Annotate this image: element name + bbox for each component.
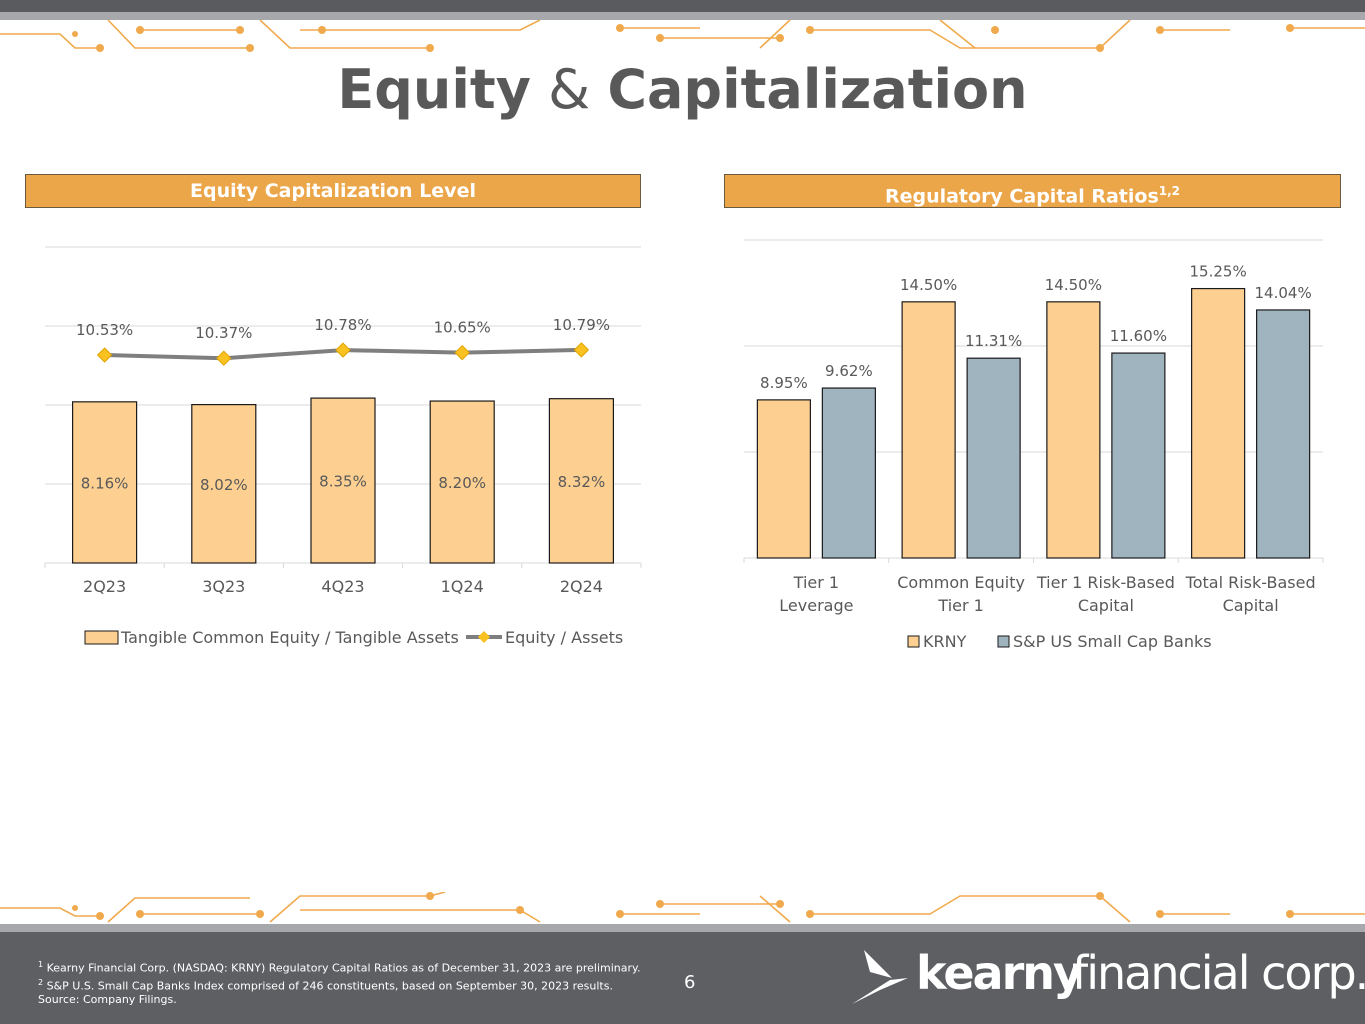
bar-label: 11.60% bbox=[1110, 327, 1167, 345]
line-label: 10.79% bbox=[553, 316, 610, 334]
bar-tce bbox=[548, 398, 615, 564]
bar-label: 8.35% bbox=[319, 473, 367, 491]
title-ampersand: & bbox=[530, 58, 608, 121]
footnote-2-sup: 2 bbox=[38, 977, 44, 987]
x-tick-label: Tier 1 bbox=[937, 596, 983, 615]
bar-sp-small-cap bbox=[1111, 352, 1166, 559]
circuit-decoration-bottom bbox=[0, 892, 1365, 923]
x-tick-label: 2Q24 bbox=[560, 577, 603, 596]
legend-label-tce: Tangible Common Equity / Tangible Assets bbox=[120, 628, 459, 647]
legend-swatch-marker bbox=[478, 631, 490, 643]
logo-word-kearny: kearny bbox=[916, 946, 1083, 1000]
page-number: 6 bbox=[684, 972, 696, 993]
bar-tce bbox=[71, 401, 138, 564]
line-label: 10.37% bbox=[195, 324, 252, 342]
left-panel-header: Equity Capitalization Level bbox=[25, 174, 641, 208]
x-tick-label: Tier 1 bbox=[793, 573, 839, 592]
bar-tce bbox=[191, 404, 257, 564]
bar-label: 14.50% bbox=[1045, 276, 1102, 294]
x-tick-label: Tier 1 Risk-Based bbox=[1036, 573, 1175, 592]
bar-label: 8.16% bbox=[81, 474, 129, 492]
footnote-source: Source: Company Filings. bbox=[38, 993, 640, 1007]
bar-label: 8.02% bbox=[200, 476, 248, 494]
legend-swatch-tce bbox=[84, 630, 119, 645]
bar-label: 14.04% bbox=[1255, 284, 1312, 302]
top-bar bbox=[0, 0, 1365, 12]
legend-swatch-krny bbox=[907, 635, 920, 648]
left-panel-header-text: Equity Capitalization Level bbox=[190, 180, 476, 202]
footer-divider bbox=[0, 924, 1365, 932]
line-marker bbox=[573, 342, 590, 358]
bar-label: 15.25% bbox=[1190, 263, 1247, 281]
footnote-1-sup: 1 bbox=[38, 960, 44, 969]
footnote-1: 1 Kearny Financial Corp. (NASDAQ: KRNY) … bbox=[38, 958, 640, 976]
bar-krny bbox=[1046, 301, 1101, 559]
bar-sp-small-cap bbox=[966, 357, 1021, 559]
bar-label: 8.20% bbox=[438, 474, 486, 492]
legend-label-krny: KRNY bbox=[923, 632, 967, 651]
x-tick-label: 2Q23 bbox=[83, 577, 126, 596]
footnote-2: 2 S&P U.S. Small Cap Banks Index compris… bbox=[38, 976, 640, 994]
footnote-2-text: S&P U.S. Small Cap Banks Index comprised… bbox=[43, 979, 613, 993]
footnote-1-text: Kearny Financial Corp. (NASDAQ: KRNY) Re… bbox=[43, 961, 641, 975]
footer bbox=[0, 932, 1365, 1024]
bar-label: 14.50% bbox=[900, 276, 957, 294]
logo-arrow-icon bbox=[852, 950, 908, 1004]
bar-label: 11.31% bbox=[965, 332, 1022, 350]
line-marker bbox=[96, 347, 113, 363]
bar-tce bbox=[429, 400, 495, 564]
x-tick-label: Leverage bbox=[779, 596, 853, 615]
x-tick-label: Capital bbox=[1078, 596, 1134, 615]
circuit-decoration-top bbox=[0, 20, 1365, 52]
title-part1: Equity bbox=[337, 58, 531, 121]
bar-sp-small-cap bbox=[1256, 309, 1311, 559]
footnotes: 1 Kearny Financial Corp. (NASDAQ: KRNY) … bbox=[38, 958, 640, 1007]
bar-krny bbox=[901, 301, 956, 559]
bar-krny bbox=[1191, 287, 1246, 559]
line-marker bbox=[216, 350, 232, 366]
title-part2: Capitalization bbox=[607, 58, 1028, 121]
line-label: 10.65% bbox=[434, 319, 491, 337]
x-tick-label: 4Q23 bbox=[321, 577, 364, 596]
legend-label-sp: S&P US Small Cap Banks bbox=[1013, 632, 1212, 651]
right-panel-header-sup: 1,2 bbox=[1158, 184, 1181, 198]
line-marker bbox=[454, 344, 470, 361]
page-title: Equity & Capitalization bbox=[0, 58, 1365, 121]
line-marker bbox=[335, 342, 351, 358]
line-label: 10.53% bbox=[76, 321, 133, 339]
footnote-source-text: Source: Company Filings. bbox=[38, 993, 177, 1007]
bar-label: 8.95% bbox=[760, 374, 808, 392]
bar-label: 8.32% bbox=[558, 473, 606, 491]
top-bar-light bbox=[0, 12, 1365, 20]
bar-sp-small-cap bbox=[821, 387, 876, 559]
right-panel-header: Regulatory Capital Ratios1,2 bbox=[724, 174, 1341, 208]
bar-tce bbox=[310, 397, 376, 564]
bar-krny bbox=[756, 399, 811, 559]
right-panel-header-text: Regulatory Capital Ratios bbox=[884, 185, 1159, 208]
line-label: 10.78% bbox=[314, 316, 371, 334]
x-tick-label: Total Risk-Based bbox=[1185, 573, 1316, 592]
x-tick-label: Common Equity bbox=[897, 573, 1025, 592]
x-tick-label: 3Q23 bbox=[202, 577, 245, 596]
logo-word-financial: financial corp. bbox=[1072, 946, 1365, 1000]
x-tick-label: 1Q24 bbox=[441, 577, 484, 596]
legend-label-line: Equity / Assets bbox=[505, 628, 623, 647]
legend-swatch-sp bbox=[997, 635, 1010, 648]
x-tick-label: Capital bbox=[1223, 596, 1279, 615]
bar-label: 9.62% bbox=[825, 362, 873, 380]
